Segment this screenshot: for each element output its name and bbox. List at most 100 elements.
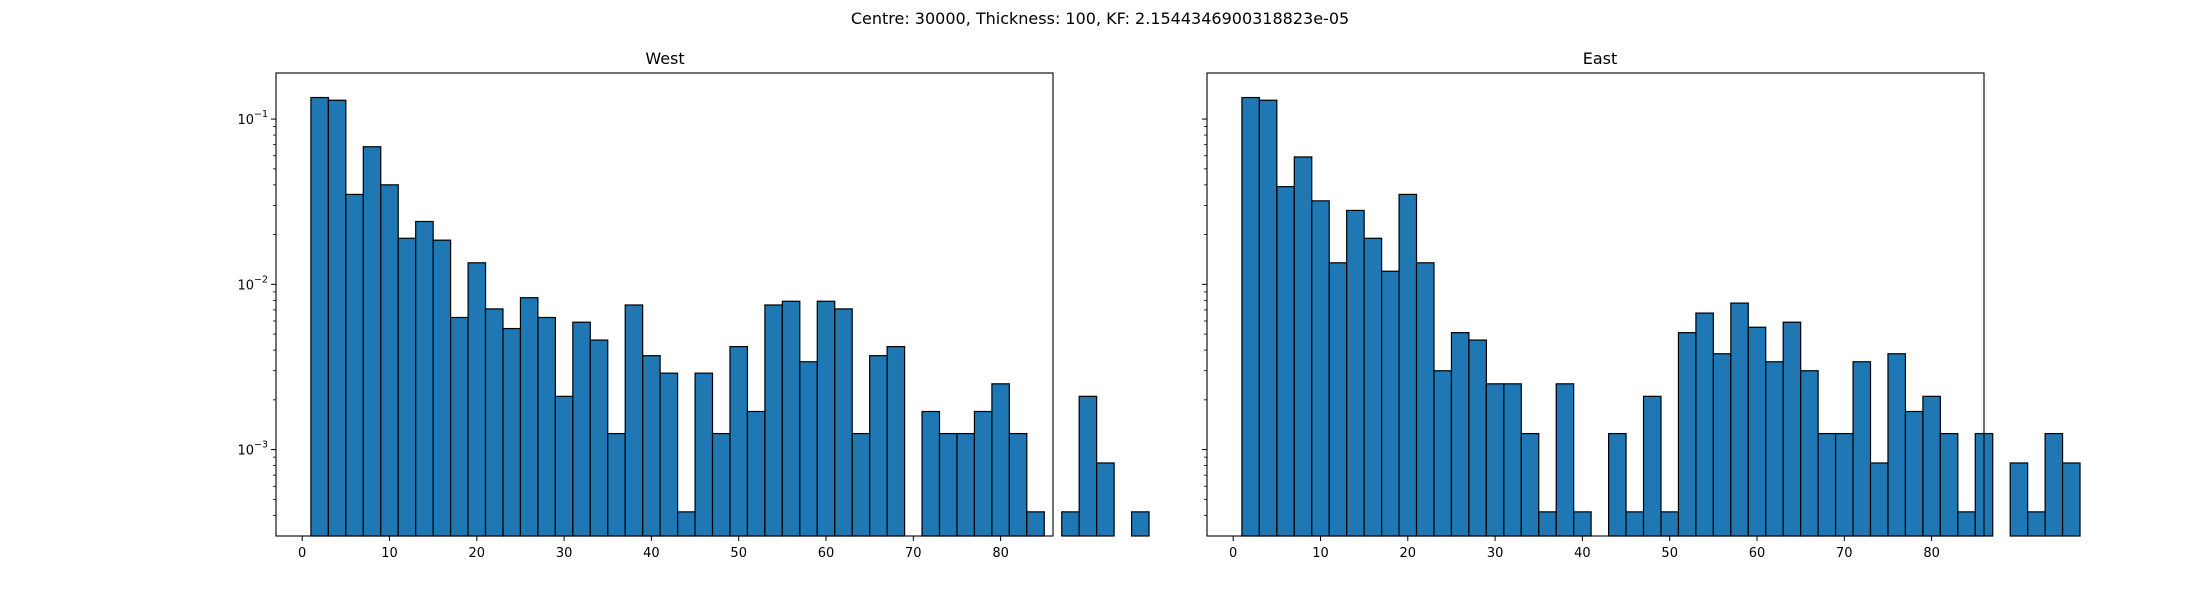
- east-bar: [1293, 156, 1313, 537]
- west-bar: [729, 345, 749, 537]
- east-bar: [1765, 361, 1784, 537]
- east-bar: [1800, 370, 1819, 537]
- east-bar: [1258, 99, 1278, 537]
- east-bar: [1642, 395, 1662, 537]
- west-bar: [554, 395, 574, 537]
- east-bar: [1538, 511, 1557, 537]
- east-bar: [1712, 353, 1732, 537]
- west-bar: [973, 410, 993, 537]
- east-x-tick-label: 60: [1749, 546, 1766, 561]
- west-bar: [746, 410, 766, 537]
- east-bar: [1834, 432, 1854, 537]
- east-bar: [2061, 462, 2081, 537]
- west-bar: [484, 308, 504, 537]
- east-bar: [1328, 262, 1348, 537]
- west-bar: [834, 308, 853, 537]
- east-panel: East 0 10 20 30 40 50 60 70 80: [1202, 49, 2081, 561]
- east-bar: [1660, 511, 1680, 537]
- figure-title: Centre: 30000, Thickness: 100, KF: 2.154…: [851, 9, 1349, 28]
- west-bar: [1096, 462, 1115, 537]
- west-x-tick-label: 60: [818, 546, 835, 561]
- west-bar: [869, 355, 888, 537]
- east-x-tick-label: 20: [1400, 546, 1417, 561]
- west-bar: [956, 432, 976, 537]
- east-bar: [1381, 270, 1400, 537]
- west-bar: [589, 339, 609, 537]
- west-bar: [642, 355, 661, 537]
- east-bar: [1939, 432, 1959, 537]
- east-x-tick-label: 40: [1574, 546, 1591, 561]
- west-bar: [921, 410, 941, 537]
- east-bar: [1782, 321, 1802, 537]
- west-bar: [659, 372, 679, 537]
- west-bar: [1061, 511, 1080, 537]
- west-bar: [711, 432, 731, 537]
- west-bar: [607, 432, 626, 537]
- east-bar: [1625, 511, 1645, 537]
- east-x-tick-label: 50: [1661, 546, 1678, 561]
- east-axes: 0 10 20 30 40 50 60 70 80: [1202, 72, 1985, 561]
- west-bar: [345, 193, 364, 537]
- west-y-tick-label: 10−3: [237, 440, 268, 459]
- west-bar: [537, 316, 556, 537]
- west-bar: [1130, 511, 1150, 537]
- west-bar: [519, 297, 539, 537]
- west-bar: [380, 184, 399, 537]
- east-axes-frame: [1206, 72, 1985, 537]
- west-bar: [1078, 395, 1098, 537]
- west-bar: [1026, 511, 1045, 537]
- west-bar: [1008, 432, 1028, 537]
- west-panel-title: West: [645, 49, 684, 68]
- east-bar: [1415, 262, 1435, 537]
- west-bar: [397, 237, 417, 537]
- west-bar: [938, 432, 958, 537]
- west-bar: [502, 327, 522, 537]
- east-bar: [1450, 332, 1470, 537]
- west-bar: [450, 316, 469, 537]
- east-bar: [1747, 326, 1767, 537]
- east-bar: [1869, 462, 1889, 537]
- east-bar: [2027, 511, 2046, 537]
- east-bar: [1485, 383, 1505, 537]
- east-bars: [1241, 96, 2081, 537]
- west-bar: [694, 372, 714, 537]
- east-bar: [1695, 312, 1714, 537]
- west-bar: [362, 146, 382, 537]
- east-bar: [1852, 361, 1872, 537]
- east-bar: [1677, 332, 1697, 537]
- east-bar: [1922, 395, 1941, 537]
- west-bars: [310, 96, 1150, 537]
- west-y-tick-label: 10−1: [237, 109, 268, 128]
- east-bar: [2009, 462, 2029, 537]
- west-bar: [624, 304, 644, 537]
- west-bar: [851, 432, 871, 537]
- west-bar: [327, 99, 347, 537]
- east-x-tick-label: 10: [1312, 546, 1329, 561]
- west-bar: [467, 262, 487, 537]
- east-bar: [1398, 193, 1418, 537]
- west-axes-frame: [275, 72, 1054, 537]
- west-bar: [415, 220, 434, 537]
- west-bar: [816, 300, 836, 537]
- east-bar: [1904, 410, 1924, 537]
- west-x-tick-label: 30: [556, 546, 573, 561]
- west-x-tick-label: 70: [905, 546, 922, 561]
- east-x-tick-label: 80: [1923, 546, 1940, 561]
- west-x-tick-label: 20: [469, 546, 486, 561]
- west-x-tick-label: 0: [298, 546, 306, 561]
- east-bar: [1241, 96, 1260, 537]
- east-bar: [2044, 432, 2064, 537]
- east-bar: [1468, 339, 1487, 537]
- west-bar: [781, 300, 801, 537]
- east-bar: [1555, 383, 1575, 537]
- east-panel-title: East: [1583, 49, 1618, 68]
- west-x-tick-label: 80: [992, 546, 1009, 561]
- east-bar: [1433, 370, 1453, 537]
- east-x-tick-label: 70: [1836, 546, 1853, 561]
- east-bar: [1957, 511, 1976, 537]
- west-bar: [432, 239, 452, 537]
- east-bar: [1573, 511, 1592, 537]
- east-bar: [1363, 237, 1383, 537]
- east-bar: [1346, 209, 1365, 537]
